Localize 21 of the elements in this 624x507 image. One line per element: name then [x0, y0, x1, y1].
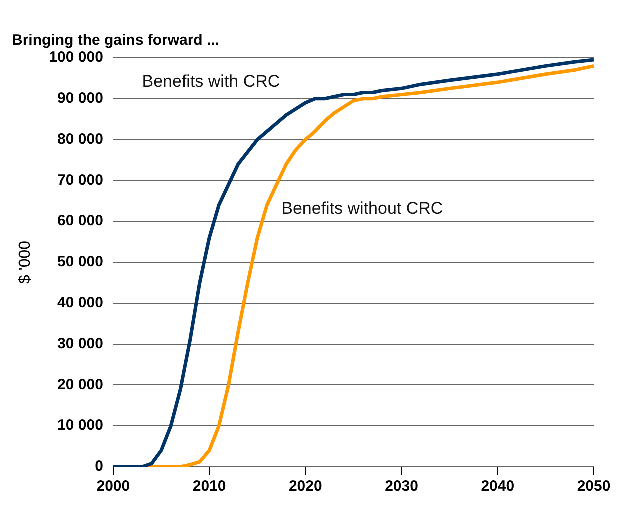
x-tick-label: 2010	[192, 478, 226, 496]
y-tick-label: 0	[95, 458, 104, 476]
x-tick-label: 2020	[288, 478, 322, 496]
y-tick-label: 90 000	[58, 90, 104, 108]
x-tick-label: 2000	[96, 478, 130, 496]
y-tick-label: 80 000	[58, 130, 104, 148]
x-tick-label: 2040	[481, 478, 515, 496]
chart-title: Bringing the gains forward ...	[12, 32, 220, 50]
y-tick-label: 100 000	[49, 49, 104, 66]
x-tick-label: 2030	[385, 478, 418, 496]
y-axis-title: $ '000	[17, 240, 34, 284]
y-tick-label: 20 000	[58, 376, 104, 394]
y-tick-label: 70 000	[58, 172, 104, 189]
y-tick-label: 60 000	[58, 212, 104, 230]
x-tick-label: 2050	[577, 478, 611, 496]
y-tick-label: 10 000	[58, 417, 104, 434]
series-label: Benefits with CRC	[142, 72, 280, 92]
y-tick-label: 40 000	[58, 294, 104, 312]
y-tick-label: 30 000	[58, 335, 104, 352]
y-tick-label: 50 000	[58, 254, 104, 271]
series-label: Benefits without CRC	[282, 199, 444, 218]
